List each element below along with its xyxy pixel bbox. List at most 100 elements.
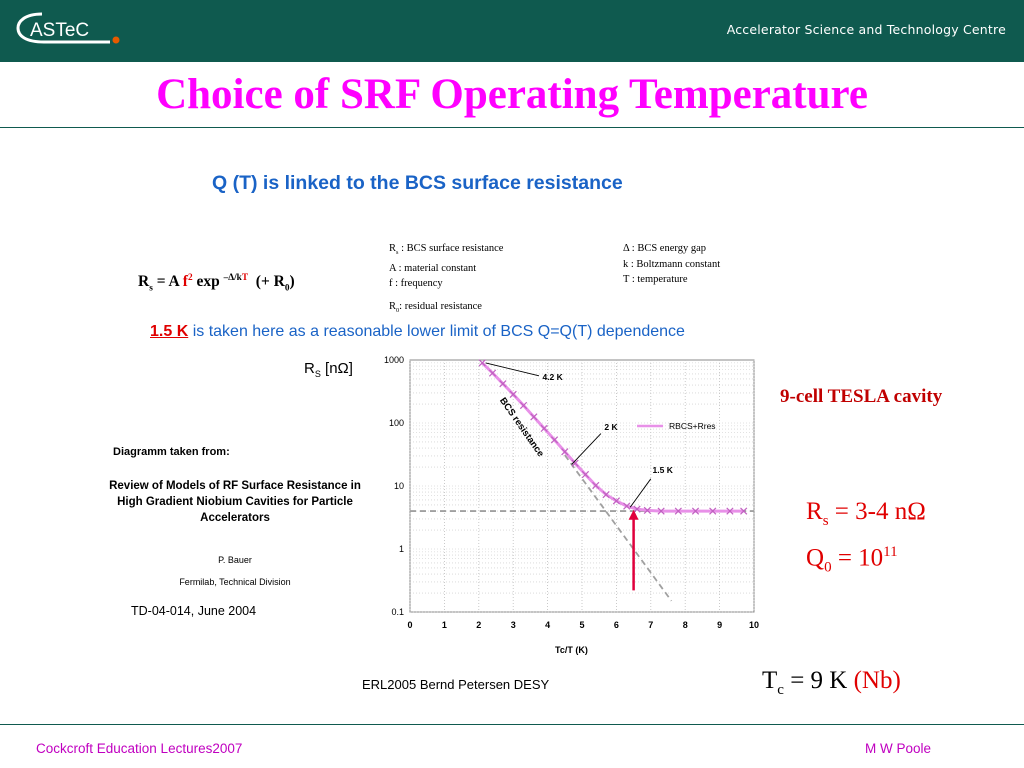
annotation-4-2k: 4.2 K <box>542 372 563 382</box>
x-tick-label: 9 <box>717 620 722 630</box>
rs-vs-tc-chart: 0 1 2 3 4 5 6 7 8 9 10 0.1 1 10 100 1000 RBCS+Rres 4.2 K… <box>384 355 759 630</box>
x-tick-label: 5 <box>579 620 584 630</box>
legend-t: T : temperature <box>623 274 688 285</box>
point-mark <box>509 390 517 398</box>
annotation-2k-leader <box>571 433 602 465</box>
point-mark <box>530 413 538 421</box>
x-tick-label: 8 <box>683 620 688 630</box>
org-name: Accelerator Science and Technology Centr… <box>726 22 1006 37</box>
rbcs-rres-point <box>561 448 569 456</box>
x-tick-label: 2 <box>476 620 481 630</box>
lower-limit-statement: 1.5 K is taken here as a reasonable lowe… <box>150 323 685 340</box>
rbcs-rres-point <box>740 507 748 515</box>
rbcs-rres-point <box>581 470 590 479</box>
point-mark <box>499 380 507 388</box>
reference-title: Review of Models of RF Surface Resistanc… <box>109 480 361 524</box>
point-mark <box>488 369 497 377</box>
rbcs-rres-point <box>509 390 517 398</box>
q-heading: Q (T) is linked to the BCS surface resis… <box>212 172 623 194</box>
rs-value: Rs = 3-4 nΩ <box>806 498 926 529</box>
point-mark <box>726 507 734 515</box>
y-tick-label: 1 <box>399 544 404 554</box>
rbcs-rres-point <box>643 506 651 515</box>
point-mark <box>623 502 631 510</box>
y-tick-label: 1000 <box>384 355 404 365</box>
point-mark <box>571 459 579 467</box>
reference-author: P. Bauer <box>218 555 252 565</box>
point-mark <box>519 401 528 410</box>
title-divider <box>0 127 1024 128</box>
legend-a: A : material constant <box>389 262 477 274</box>
point-mark <box>612 497 621 505</box>
limit-key: 1.5 K <box>150 323 189 340</box>
footer-author: M W Poole <box>865 741 932 756</box>
series-bcs-line <box>564 454 673 602</box>
rbcs-rres-point <box>530 413 538 421</box>
point-mark <box>643 506 651 515</box>
legend-rs: Rs : BCS surface resistance <box>389 243 504 257</box>
y-tick-label: 0.1 <box>391 607 404 617</box>
x-tick-label: 7 <box>648 620 653 630</box>
x-tick-label: 10 <box>749 620 759 630</box>
rbcs-rres-point <box>633 505 641 513</box>
point-mark <box>550 436 559 444</box>
annotation-4-2k-leader <box>485 362 540 377</box>
point-mark <box>602 490 610 499</box>
logo-swoosh <box>16 12 110 44</box>
x-tick-label: 6 <box>614 620 619 630</box>
reference-intro: Diagramm taken from: <box>113 446 230 458</box>
symbol-legend-left: Rs : BCS surface resistance A : material… <box>389 241 503 292</box>
rbcs-rres-point <box>540 424 548 433</box>
rbcs-rres-point <box>488 369 497 377</box>
r0-definition: R0: residual resistance <box>389 301 482 315</box>
image-credit: ERL2005 Bernd Petersen DESY <box>362 677 550 692</box>
point-mark <box>478 359 486 367</box>
rbcs-rres-point <box>674 507 682 515</box>
symbol-legend-right: Δ : BCS energy gap k : Boltzmann constan… <box>623 241 720 288</box>
rbcs-rres-point <box>709 507 717 515</box>
x-tick-label: 4 <box>545 620 550 630</box>
rbcs-rres-point <box>602 490 610 499</box>
annotation-1-5k-leader <box>629 478 652 508</box>
rbcs-rres-point <box>478 359 486 367</box>
legend-f: f : frequency <box>389 278 443 290</box>
annotation-2k: 2 K <box>604 422 618 432</box>
reference-org: Fermilab, Technical Division <box>179 577 291 587</box>
legend-delta: Δ : BCS energy gap <box>623 243 706 254</box>
rbcs-rres-point <box>657 507 665 515</box>
footer-lecture: Cockcroft Education Lectures2007 <box>36 741 243 756</box>
point-mark <box>540 424 548 433</box>
logo-text: ASTeC <box>30 20 89 41</box>
point-mark <box>674 507 682 515</box>
arrow-head <box>628 509 639 520</box>
legend-k: k : Boltzmann constant <box>623 258 721 270</box>
rbcs-rres-point <box>623 502 631 510</box>
point-mark <box>657 507 665 515</box>
rbcs-rres-point <box>612 497 621 505</box>
page-title: Choice of SRF Operating Temperature <box>156 71 868 118</box>
reference-id: TD-04-014, June 2004 <box>131 604 257 618</box>
rbcs-rres-point <box>519 401 528 410</box>
bcs-formula: Rs = A f2 exp –Δ/kT (+ R0) <box>138 273 295 294</box>
rbcs-rres-point <box>550 436 559 444</box>
rs-axis-label: RS [nΩ] <box>304 360 353 379</box>
x-axis-label: Tc/T (K) <box>555 645 588 655</box>
rbcs-rres-point <box>726 507 734 515</box>
logo-dot <box>112 36 120 44</box>
y-tick-label: 100 <box>389 418 404 428</box>
rbcs-rres-point <box>592 481 600 490</box>
header-band: ASTeC Accelerator Science and Technology… <box>0 0 1024 62</box>
y-tick-label: 10 <box>394 481 404 491</box>
rbcs-rres-point <box>499 380 507 388</box>
tc-value: Tc = 9 K (Nb) <box>762 667 901 698</box>
rbcs-rres-point <box>571 459 579 467</box>
point-mark <box>561 448 569 456</box>
x-tick-label: 3 <box>511 620 516 630</box>
point-mark <box>740 507 748 515</box>
q0-value: Q0 = 1011 <box>806 544 898 576</box>
x-tick-label: 1 <box>442 620 447 630</box>
annotation-1-5k: 1.5 K <box>653 465 674 475</box>
x-tick-label: 0 <box>407 620 412 630</box>
point-mark <box>709 507 717 515</box>
rbcs-rres-point <box>691 507 700 515</box>
